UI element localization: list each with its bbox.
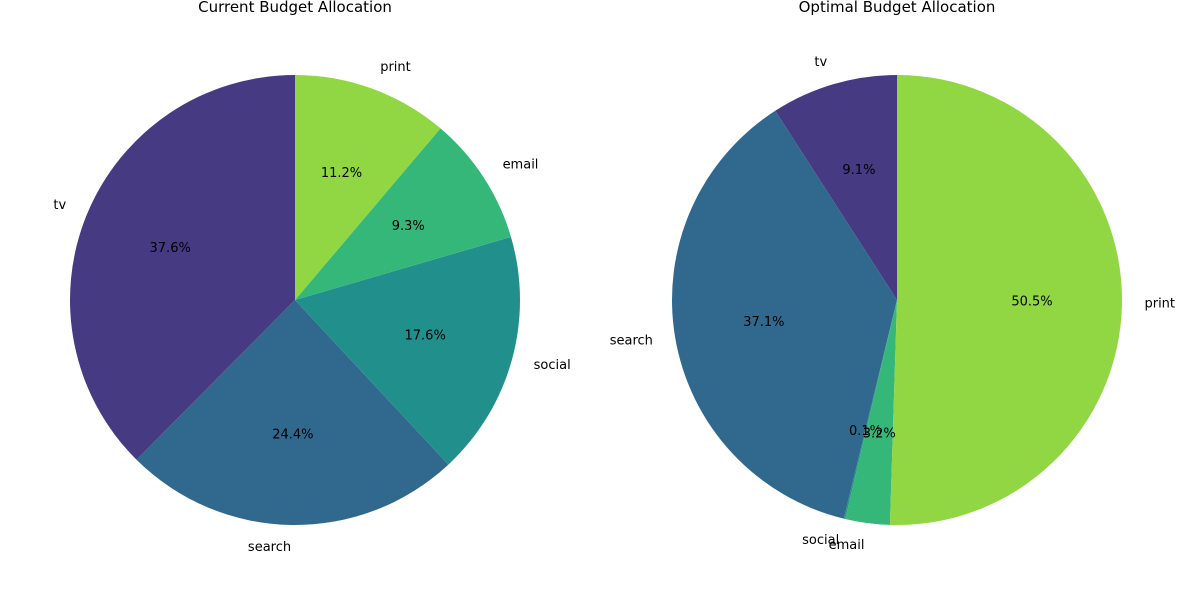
slice-percent-print: 11.2% [321,166,362,181]
chart-title: Optimal Budget Allocation [799,0,996,16]
pie-slice-email [295,128,511,300]
slice-percent-tv: 9.1% [842,163,875,178]
slice-label-search: search [610,334,653,349]
pie-chart-optimal: Optimal Budget Allocation tv 9.1% search 37… [610,0,1175,553]
pie-slice-social [843,300,897,519]
pie-slice-search [136,300,449,526]
labels: tv 37.6% search 24.4% social 17.6% email 9.3% pr… [53,60,570,555]
slice-label-tv: tv [53,198,66,213]
slice-percent-social: 17.6% [405,328,446,343]
slice-label-social: social [802,533,839,548]
pie-chart-current: Current Budget Allocation tv 37.6% search 2… [53,0,570,555]
slice-label-print: print [380,60,411,75]
slice-percent-tv: 37.6% [150,241,191,256]
pie-slice-email [845,300,897,525]
slices [672,75,1122,525]
slice-percent-email: 9.3% [392,219,425,234]
slice-percent-search: 24.4% [272,427,313,442]
slice-percent-email: 3.2% [863,426,896,441]
slice-percent-social: 0.1% [849,424,882,439]
pie-slice-search [672,110,897,519]
slice-label-tv: tv [814,55,827,70]
pie-slice-social [295,236,520,465]
chart-title: Current Budget Allocation [198,0,392,16]
labels: tv 9.1% search 37.1% social 0.1% email 3.2% prin… [610,55,1175,553]
slice-label-social: social [534,358,571,373]
slice-label-email: email [829,538,865,553]
slices [69,75,520,526]
slice-label-search: search [248,540,291,555]
pie-slice-tv [775,75,897,300]
slice-percent-print: 50.5% [1011,295,1052,310]
pie-slice-tv [69,75,295,460]
pie-slice-print [889,75,1122,525]
slice-percent-search: 37.1% [743,315,784,330]
slice-label-email: email [503,158,539,173]
slice-label-print: print [1144,296,1175,311]
pie-slice-print [295,75,441,300]
